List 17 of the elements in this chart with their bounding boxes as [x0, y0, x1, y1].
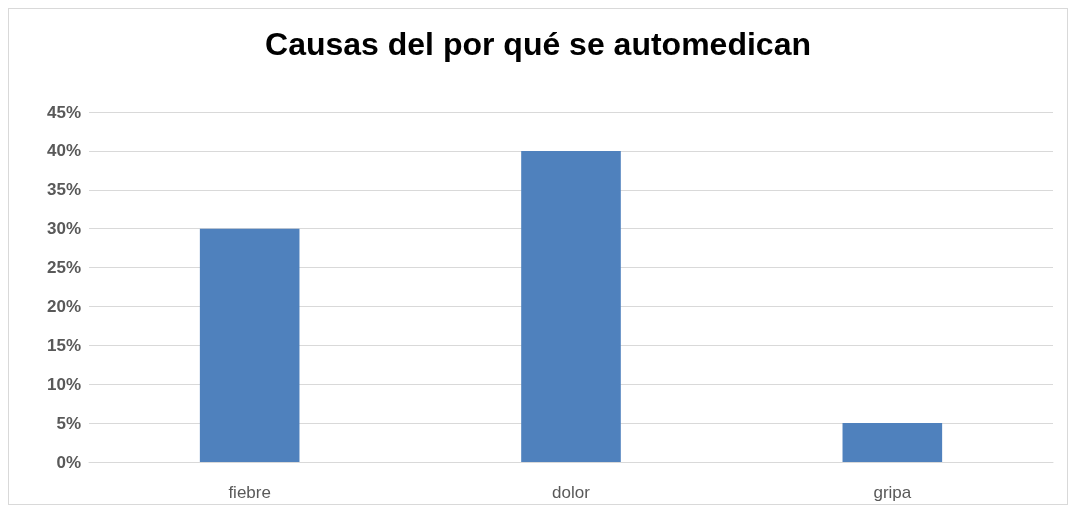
bar: [521, 150, 621, 462]
x-tick-label: dolor: [552, 483, 591, 502]
y-tick-label: 15%: [46, 335, 81, 355]
y-tick-label: 0%: [56, 452, 81, 472]
y-tick-label: 20%: [46, 296, 81, 316]
y-tick-label: 40%: [46, 141, 81, 161]
y-tick-label: 45%: [46, 102, 81, 122]
y-tick-label: 25%: [46, 258, 81, 278]
y-tick-label: 30%: [46, 219, 81, 239]
x-tick-label: fiebre: [228, 483, 271, 502]
bar: [842, 423, 943, 462]
y-tick-label: 35%: [46, 180, 81, 200]
y-tick-label: 10%: [46, 374, 81, 394]
x-tick-label: gripa: [873, 483, 912, 502]
chart-title: Causas del por qué se automedican: [265, 26, 811, 62]
bar: [199, 228, 300, 462]
y-tick-label: 5%: [56, 413, 81, 433]
